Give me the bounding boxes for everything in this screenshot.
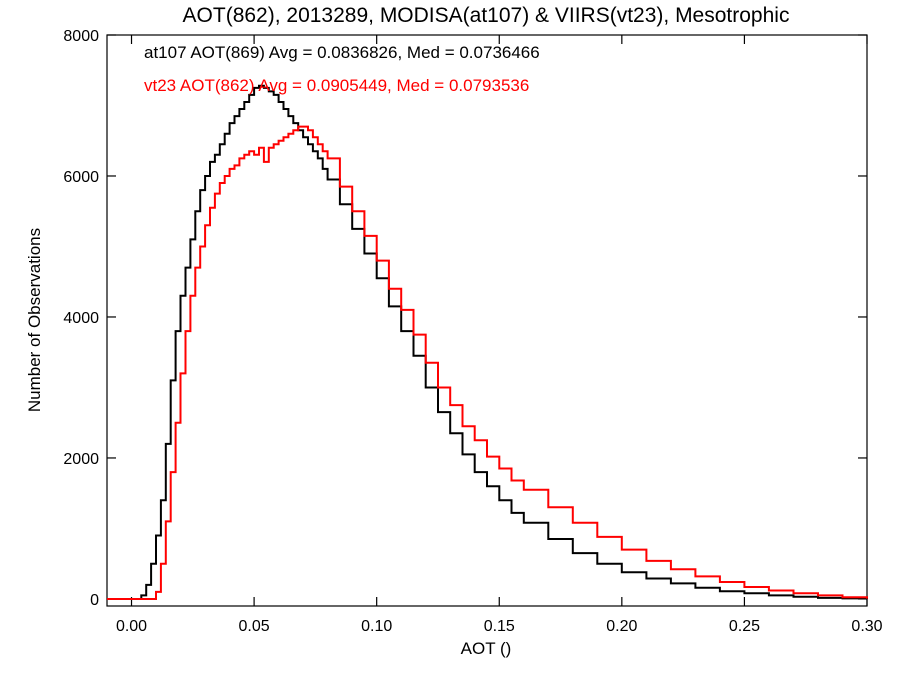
- legend-annotation-at107: at107 AOT(869) Avg = 0.0836826, Med = 0.…: [144, 43, 540, 62]
- x-tick-label: 0.05: [239, 618, 270, 635]
- x-tick-label: 0.00: [116, 618, 147, 635]
- y-tick-label: 8000: [63, 28, 99, 45]
- y-tick-label: 0: [90, 592, 99, 609]
- legend-annotation-vt23: vt23 AOT(862) Avg = 0.0905449, Med = 0.0…: [144, 76, 529, 95]
- x-tick-label: 0.20: [606, 618, 637, 635]
- y-tick-label: 4000: [63, 310, 99, 327]
- x-tick-label: 0.30: [851, 618, 882, 635]
- series-line-at107: [107, 84, 868, 600]
- x-tick-label: 0.25: [729, 618, 760, 635]
- y-axis-label: Number of Observations: [25, 228, 44, 412]
- y-tick-label: 2000: [63, 451, 99, 468]
- x-tick-label: 0.10: [361, 618, 392, 635]
- x-axis-label: AOT (): [461, 639, 512, 658]
- series-line-vt23: [107, 125, 868, 600]
- plot-frame: [106, 34, 868, 607]
- x-tick-label: 0.15: [484, 618, 515, 635]
- y-tick-label: 6000: [63, 169, 99, 186]
- chart-title: AOT(862), 2013289, MODISA(at107) & VIIRS…: [183, 4, 790, 27]
